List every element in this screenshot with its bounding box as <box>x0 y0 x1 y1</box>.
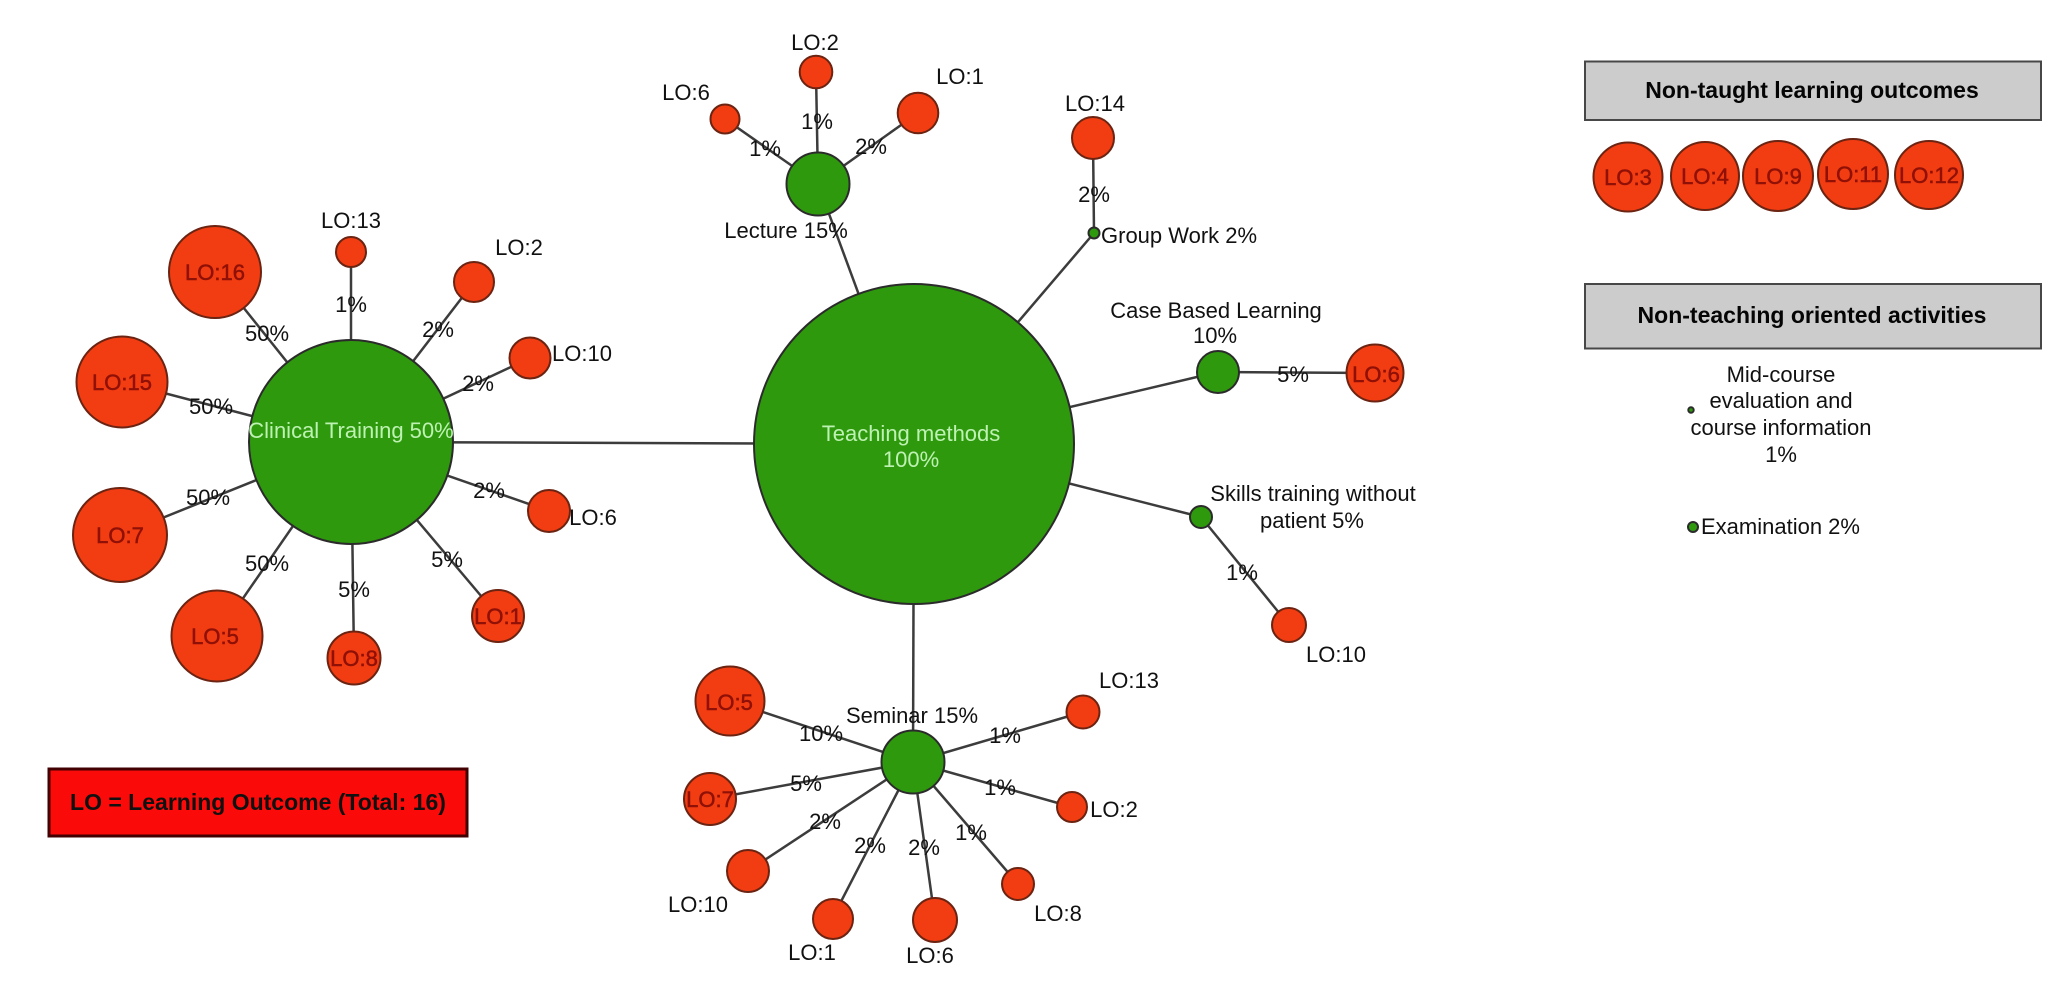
svg-text:Examination 2%: Examination 2% <box>1701 514 1860 539</box>
svg-text:2%: 2% <box>422 317 454 342</box>
svg-text:LO:12: LO:12 <box>1899 163 1959 188</box>
svg-text:2%: 2% <box>908 835 940 860</box>
svg-text:5%: 5% <box>338 577 370 602</box>
svg-text:LO:5: LO:5 <box>705 690 753 715</box>
svg-text:Case Based Learning: Case Based Learning <box>1110 298 1322 323</box>
svg-text:2%: 2% <box>1078 182 1110 207</box>
svg-text:LO:3: LO:3 <box>1604 165 1652 190</box>
svg-text:5%: 5% <box>431 547 463 572</box>
svg-text:2%: 2% <box>854 833 886 858</box>
svg-text:LO:2: LO:2 <box>1090 797 1138 822</box>
svg-text:LO:15: LO:15 <box>92 370 152 395</box>
svg-text:50%: 50% <box>189 394 233 419</box>
svg-text:1%: 1% <box>955 820 987 845</box>
svg-text:LO:13: LO:13 <box>321 208 381 233</box>
svg-text:Non-taught learning outcomes: Non-taught learning outcomes <box>1645 77 1979 103</box>
svg-text:Teaching methods: Teaching methods <box>822 421 1001 446</box>
svg-text:Non-teaching oriented activiti: Non-teaching oriented activities <box>1638 302 1987 328</box>
svg-text:LO:5: LO:5 <box>191 624 239 649</box>
svg-text:LO:1: LO:1 <box>936 64 984 89</box>
svg-text:LO:14: LO:14 <box>1065 91 1125 116</box>
svg-text:Seminar 15%: Seminar 15% <box>846 703 978 728</box>
svg-text:LO:10: LO:10 <box>552 341 612 366</box>
svg-text:Skills training without: Skills training without <box>1210 481 1415 506</box>
svg-text:100%: 100% <box>883 447 939 472</box>
svg-text:1%: 1% <box>1765 442 1797 467</box>
svg-text:1%: 1% <box>801 109 833 134</box>
svg-text:LO:6: LO:6 <box>569 505 617 530</box>
svg-text:LO:1: LO:1 <box>788 940 836 965</box>
svg-text:1%: 1% <box>989 723 1021 748</box>
svg-text:50%: 50% <box>186 485 230 510</box>
svg-text:1%: 1% <box>749 136 781 161</box>
svg-text:LO:9: LO:9 <box>1754 164 1802 189</box>
svg-text:LO:6: LO:6 <box>1352 362 1400 387</box>
svg-text:LO:8: LO:8 <box>330 646 378 671</box>
svg-text:LO:16: LO:16 <box>185 260 245 285</box>
svg-text:Clinical Training 50%: Clinical Training 50% <box>248 418 453 443</box>
svg-text:LO:2: LO:2 <box>791 30 839 55</box>
svg-text:50%: 50% <box>245 551 289 576</box>
svg-text:Mid-course: Mid-course <box>1727 362 1836 387</box>
svg-text:1%: 1% <box>335 292 367 317</box>
svg-text:5%: 5% <box>790 771 822 796</box>
svg-text:LO:7: LO:7 <box>96 523 144 548</box>
svg-text:LO:1: LO:1 <box>474 604 522 629</box>
svg-text:course information: course information <box>1691 415 1872 440</box>
svg-text:LO:8: LO:8 <box>1034 901 1082 926</box>
svg-text:LO:7: LO:7 <box>686 787 734 812</box>
svg-text:LO:13: LO:13 <box>1099 668 1159 693</box>
svg-text:LO:6: LO:6 <box>906 943 954 968</box>
svg-text:50%: 50% <box>245 321 289 346</box>
svg-text:1%: 1% <box>984 775 1016 800</box>
svg-text:LO = Learning Outcome (Total:: LO = Learning Outcome (Total: 16) <box>70 789 446 815</box>
svg-text:patient 5%: patient 5% <box>1260 508 1364 533</box>
svg-text:2%: 2% <box>462 371 494 396</box>
svg-text:LO:10: LO:10 <box>668 892 728 917</box>
svg-text:Lecture 15%: Lecture 15% <box>724 218 848 243</box>
svg-text:LO:2: LO:2 <box>495 235 543 260</box>
svg-text:LO:6: LO:6 <box>662 80 710 105</box>
svg-text:LO:11: LO:11 <box>1824 162 1882 187</box>
svg-text:1%: 1% <box>1226 560 1258 585</box>
svg-text:5%: 5% <box>1277 362 1309 387</box>
svg-text:2%: 2% <box>473 478 505 503</box>
svg-text:Group Work 2%: Group Work 2% <box>1101 223 1257 248</box>
svg-text:LO:4: LO:4 <box>1681 164 1729 189</box>
svg-text:LO:10: LO:10 <box>1306 642 1366 667</box>
svg-text:2%: 2% <box>855 134 887 159</box>
svg-text:10%: 10% <box>799 721 843 746</box>
svg-text:10%: 10% <box>1193 323 1237 348</box>
svg-text:2%: 2% <box>809 809 841 834</box>
svg-text:evaluation and: evaluation and <box>1709 388 1852 413</box>
